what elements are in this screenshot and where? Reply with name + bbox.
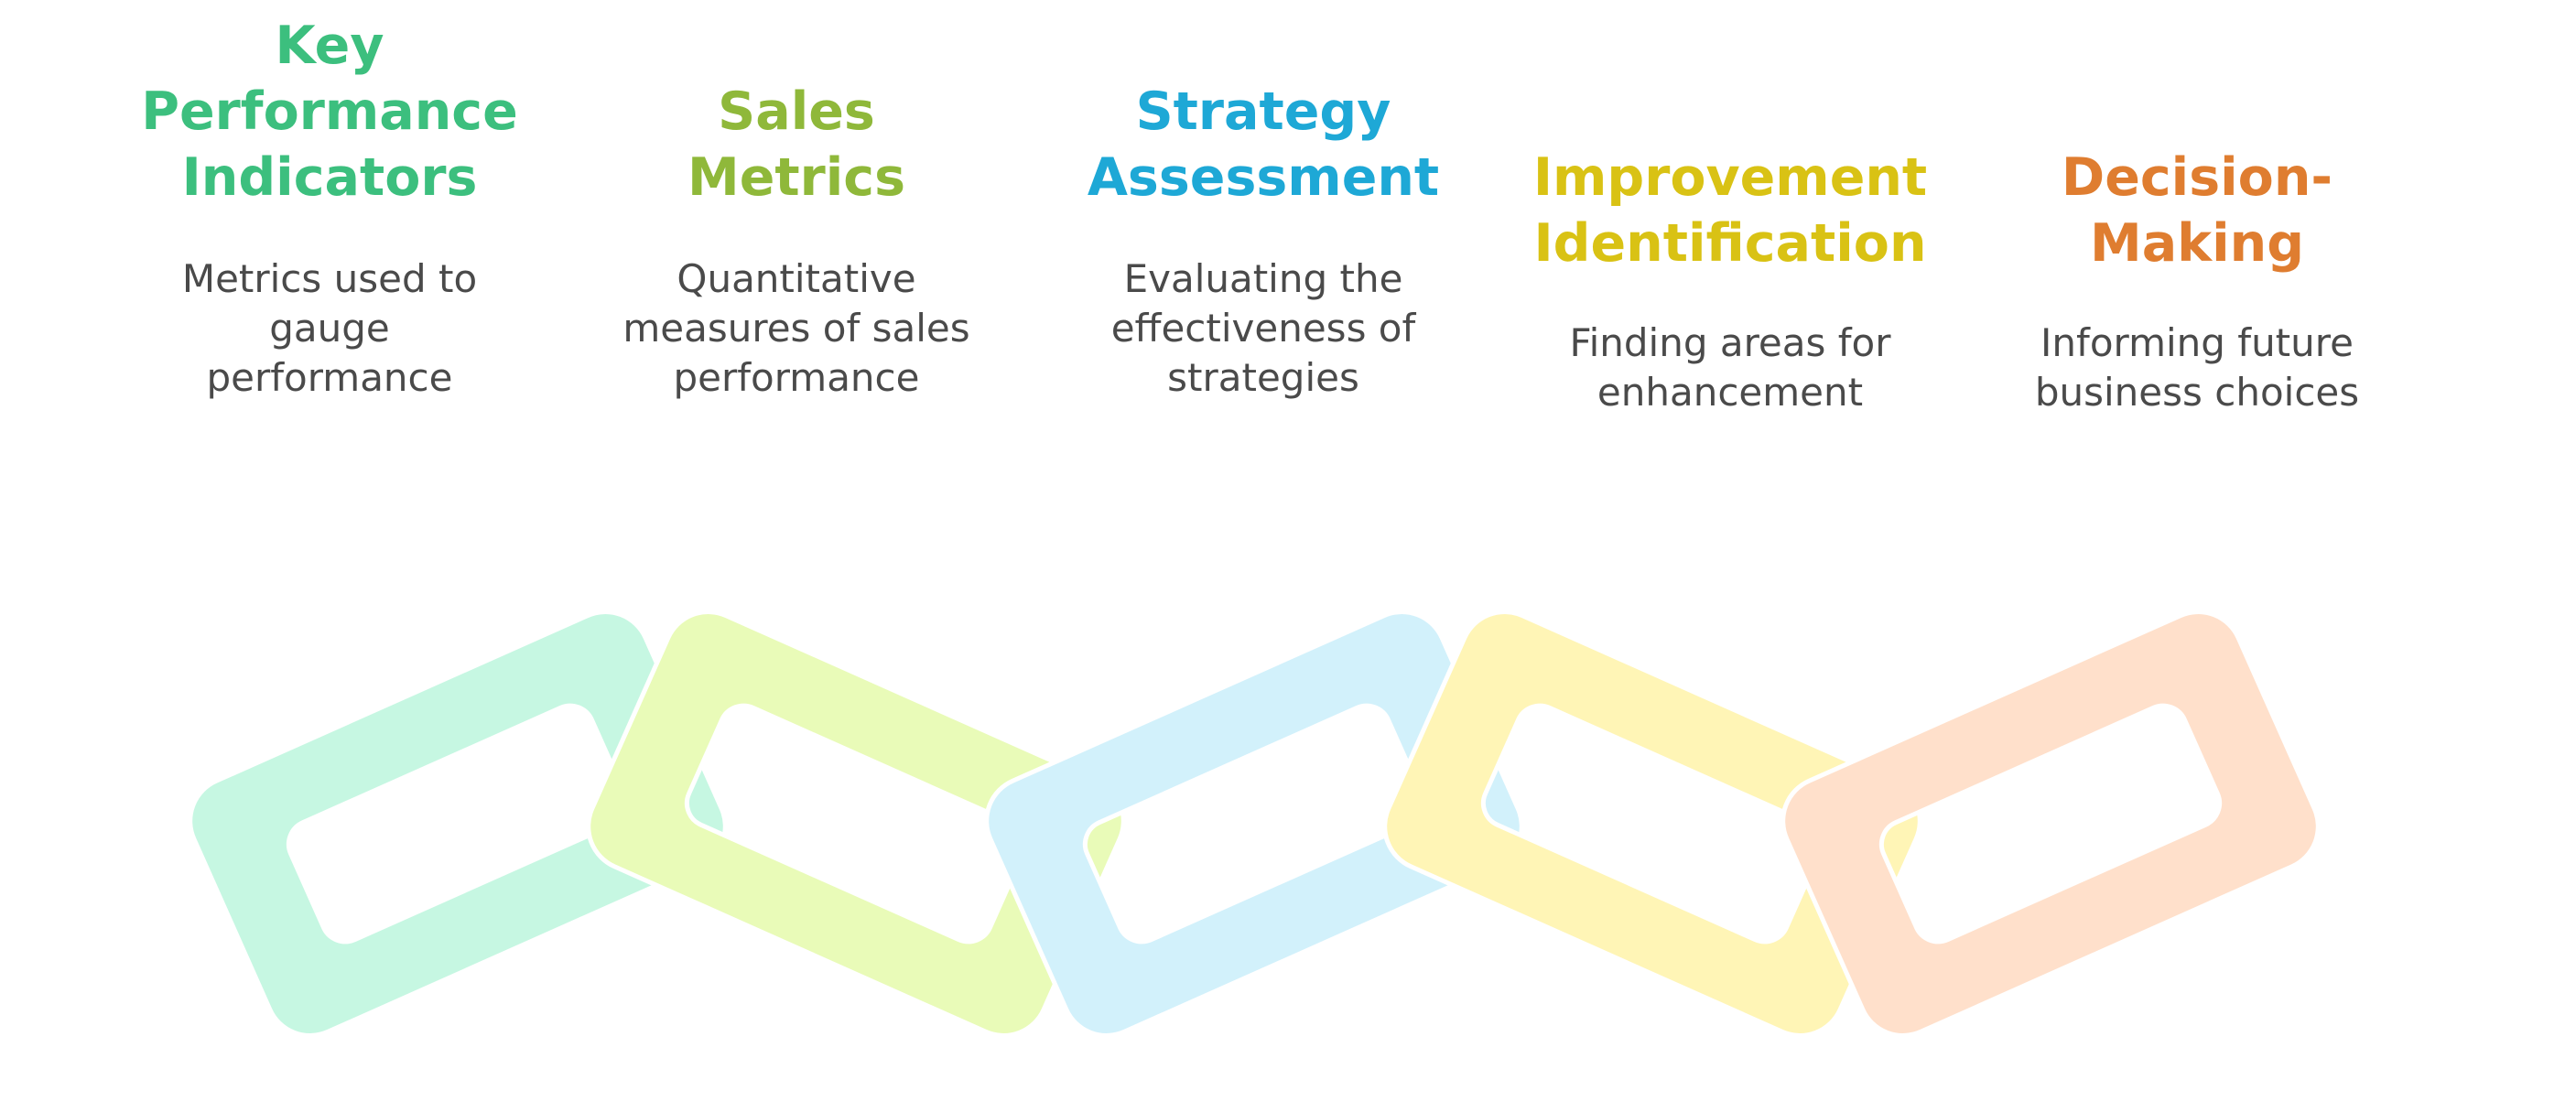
item-title: Key Performance Indicators — [141, 16, 518, 208]
item-description: Finding areas for enhancement — [1569, 320, 1891, 415]
item-kpi: Key Performance Indicators Metrics used … — [119, 0, 540, 403]
item-description: Evaluating the effectiveness of strategi… — [1110, 256, 1416, 400]
item-title: Decision- Making — [2061, 147, 2333, 274]
item-title: Strategy Assessment — [1087, 81, 1440, 208]
item-title: Sales Metrics — [687, 81, 905, 208]
link-decision-making — [1780, 610, 2321, 1038]
item-improvement-identification: Improvement Identification Finding areas… — [1520, 0, 1941, 417]
item-sales-metrics: Sales Metrics Quantitative measures of s… — [586, 0, 1007, 403]
item-description: Metrics used to gauge performance — [181, 256, 478, 400]
item-decision-making: Decision- Making Informing future busine… — [1986, 0, 2408, 417]
item-description: Informing future business choices — [2034, 320, 2360, 415]
item-description: Quantitative measures of sales performan… — [622, 256, 970, 400]
item-strategy-assessment: Strategy Assessment Evaluating the effec… — [1053, 0, 1474, 403]
item-title: Improvement Identification — [1532, 147, 1928, 274]
